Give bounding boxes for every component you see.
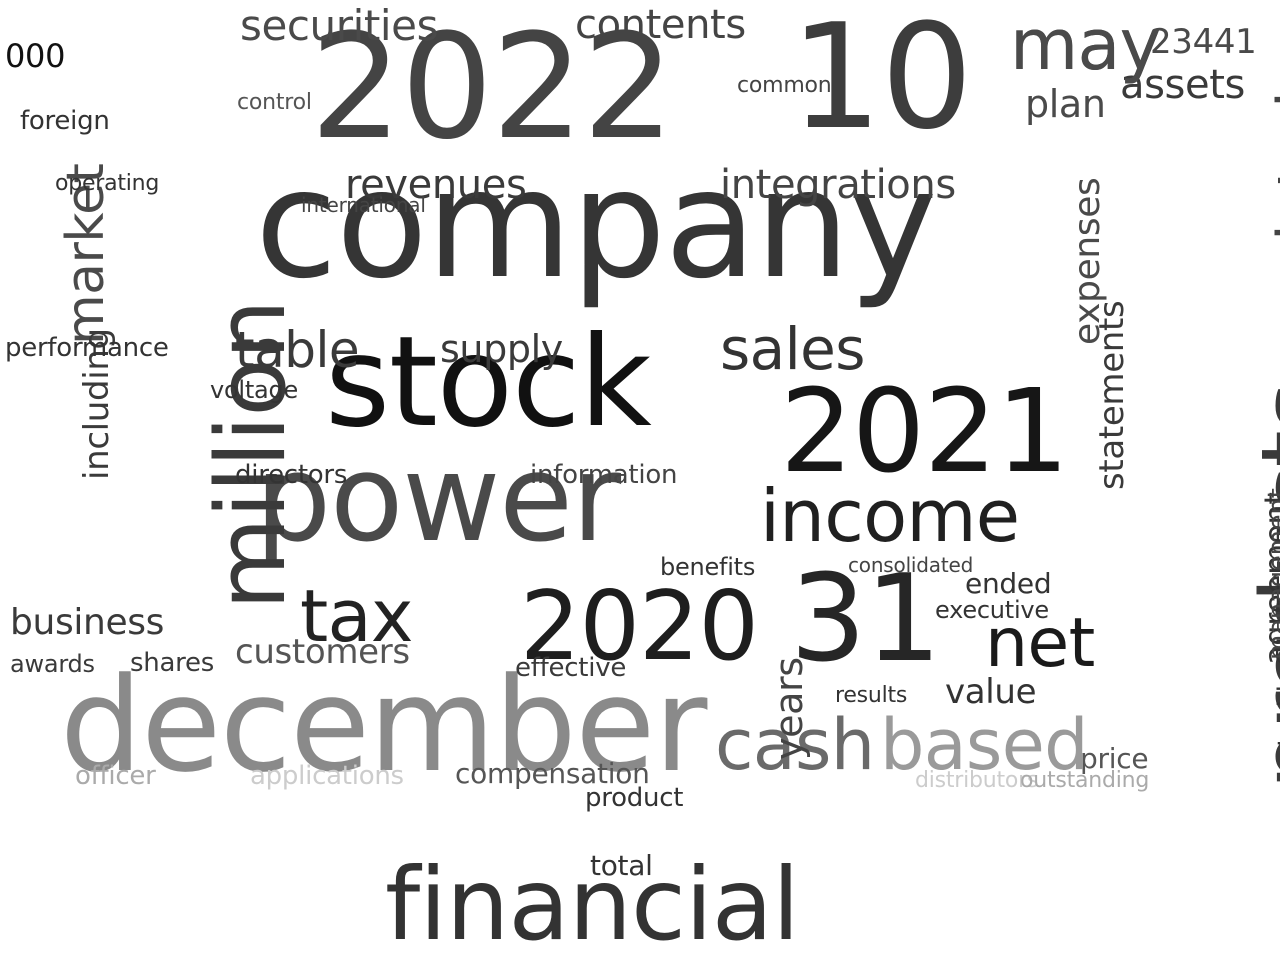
word-0: company: [255, 138, 937, 312]
word-54: directors: [235, 460, 348, 490]
word-9: 31: [790, 550, 941, 689]
word-12: income: [760, 474, 1020, 558]
word-40: compensation: [455, 757, 650, 790]
word-41: officer: [75, 761, 156, 791]
word-53: information: [530, 460, 678, 490]
word-11: 2020: [520, 572, 759, 682]
word-49: total: [590, 849, 653, 882]
word-32: assets: [1120, 62, 1245, 108]
word-20: sales: [720, 315, 865, 383]
word-3: 10: [790, 0, 973, 162]
word-15: cash: [715, 704, 875, 786]
word-64: control: [237, 90, 312, 115]
word-62: management: [1263, 488, 1280, 660]
word-34: supply: [440, 327, 563, 371]
word-66: may: [1010, 4, 1161, 86]
word-45: performance: [5, 333, 169, 363]
word-19: related: [1265, 91, 1280, 300]
word-51: price: [1080, 742, 1149, 775]
word-8: 2021: [780, 365, 1069, 499]
word-65: common: [737, 73, 832, 98]
word-5: power: [255, 430, 621, 569]
word-37: ended: [965, 567, 1052, 600]
word-22: securities: [240, 1, 439, 50]
word-1: december: [60, 649, 707, 801]
word-26: customers: [235, 632, 410, 672]
word-24: integrations: [720, 162, 956, 208]
word-4: stock: [325, 310, 652, 455]
word-2: 2022: [310, 3, 675, 172]
word-63: voltage: [210, 376, 298, 404]
word-52: effective: [515, 653, 627, 683]
word-59: executive: [935, 596, 1049, 624]
word-38: benefits: [660, 553, 756, 581]
word-46: shares: [130, 648, 215, 678]
word-60: results: [835, 683, 908, 708]
word-17: may: [1010, 4, 1161, 86]
word-44: 000: [5, 37, 66, 75]
word-13: tax: [300, 574, 414, 658]
word-33: plan: [1025, 82, 1106, 126]
word-14: net: [985, 604, 1095, 683]
word-39: years: [767, 657, 811, 760]
word-56: foreign: [20, 106, 110, 136]
word-42: applications: [250, 761, 404, 791]
word-25: revenues: [345, 162, 527, 208]
word-57: international: [301, 193, 426, 217]
word-27: business: [10, 602, 165, 643]
word-36: value: [945, 672, 1037, 712]
word-6: financial: [385, 846, 800, 963]
word-48: product: [585, 783, 684, 813]
word-43: distributors: [915, 768, 1039, 793]
word-30: statements: [1092, 300, 1132, 490]
word-23: contents: [575, 2, 746, 48]
word-35: 23441: [1150, 22, 1257, 62]
word-16: based: [880, 704, 1089, 786]
word-58: consolidated: [848, 553, 974, 577]
word-21: table: [235, 321, 360, 379]
word-47: awards: [10, 650, 95, 678]
word-55: operating: [55, 171, 160, 196]
word-61: outstanding: [1020, 768, 1150, 793]
